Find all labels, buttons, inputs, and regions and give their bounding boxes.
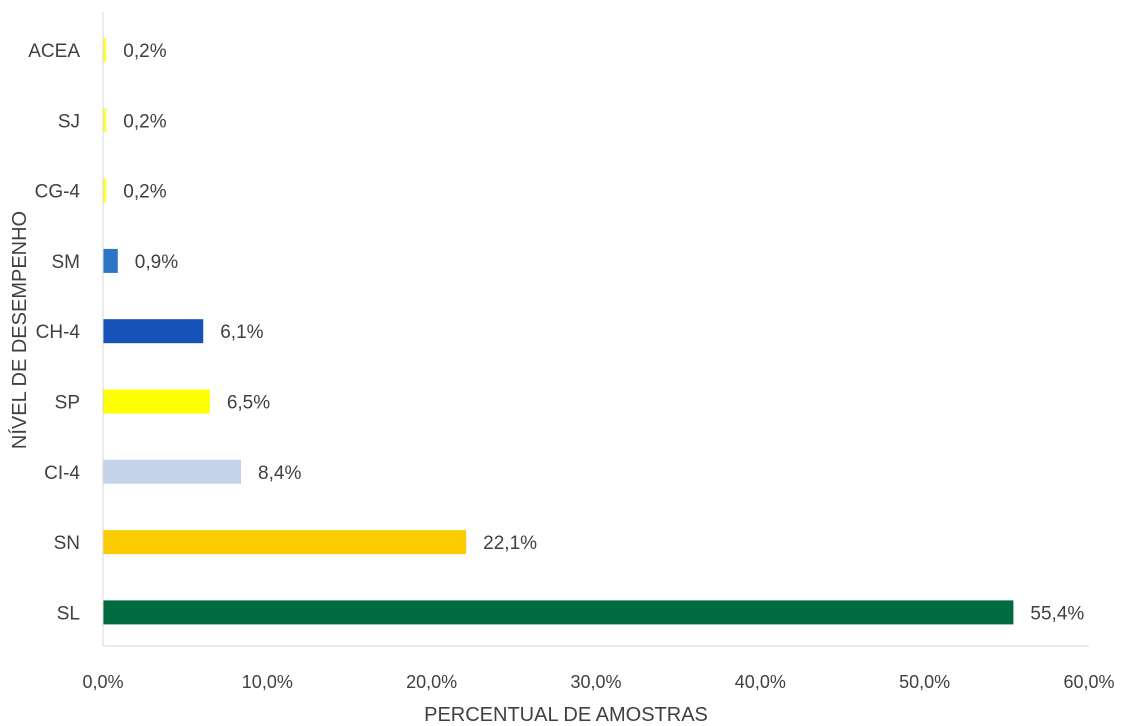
category-label-sm: SM — [52, 252, 81, 273]
value-label-sj: 0,2% — [123, 111, 166, 132]
bar-ch-4 — [103, 319, 204, 344]
value-label-sn: 22,1% — [483, 533, 537, 554]
value-label-ci-4: 8,4% — [258, 463, 301, 484]
value-label-acea: 0,2% — [123, 41, 166, 62]
bar-sj — [103, 108, 107, 133]
category-label-sj: SJ — [58, 111, 80, 132]
category-label-sp: SP — [55, 393, 80, 414]
value-label-sm: 0,9% — [135, 252, 178, 273]
category-label-ci-4: CI-4 — [44, 463, 80, 484]
bars-group — [103, 38, 1014, 625]
value-label-cg-4: 0,2% — [123, 182, 166, 203]
bar-cg-4 — [103, 178, 107, 203]
value-labels-group: 0,2% 0,2% 0,2% 0,9% 6,1% 6,5% 8,4% 22,1% 55,4% — [123, 41, 1084, 624]
category-label-acea: ACEA — [28, 41, 80, 62]
category-label-sl: SL — [57, 603, 80, 624]
x-tick-labels-group: 0,0% 10,0% 20,0% 30,0% 40,0% 50,0% 60,0% — [82, 672, 1114, 692]
category-label-ch-4: CH-4 — [36, 322, 81, 343]
value-label-sl: 55,4% — [1030, 603, 1084, 624]
value-label-ch-4: 6,1% — [220, 322, 263, 343]
x-axis-title: PERCENTUAL DE AMOSTRAS — [424, 704, 708, 726]
bar-acea — [103, 38, 107, 62]
category-labels-group: ACEA SJ CG-4 SM CH-4 SP CI-4 SN SL — [28, 41, 80, 624]
x-tick-label: 0,0% — [82, 672, 123, 692]
bar-sl — [103, 600, 1014, 625]
bar-sm — [103, 248, 118, 273]
bar-ci-4 — [103, 459, 242, 484]
x-tick-label: 50,0% — [899, 672, 950, 692]
category-label-cg-4: CG-4 — [35, 182, 81, 203]
x-tick-label: 20,0% — [406, 672, 457, 692]
bar-sp — [103, 389, 210, 414]
x-tick-label: 30,0% — [570, 672, 621, 692]
x-tick-label: 40,0% — [735, 672, 786, 692]
y-axis-title: NÍVEL DE DESEMPENHO — [8, 211, 31, 449]
x-tick-label: 10,0% — [242, 672, 293, 692]
bar-sn — [103, 530, 467, 555]
value-label-sp: 6,5% — [227, 393, 270, 414]
x-tick-label: 60,0% — [1063, 672, 1114, 692]
category-label-sn: SN — [54, 533, 80, 554]
